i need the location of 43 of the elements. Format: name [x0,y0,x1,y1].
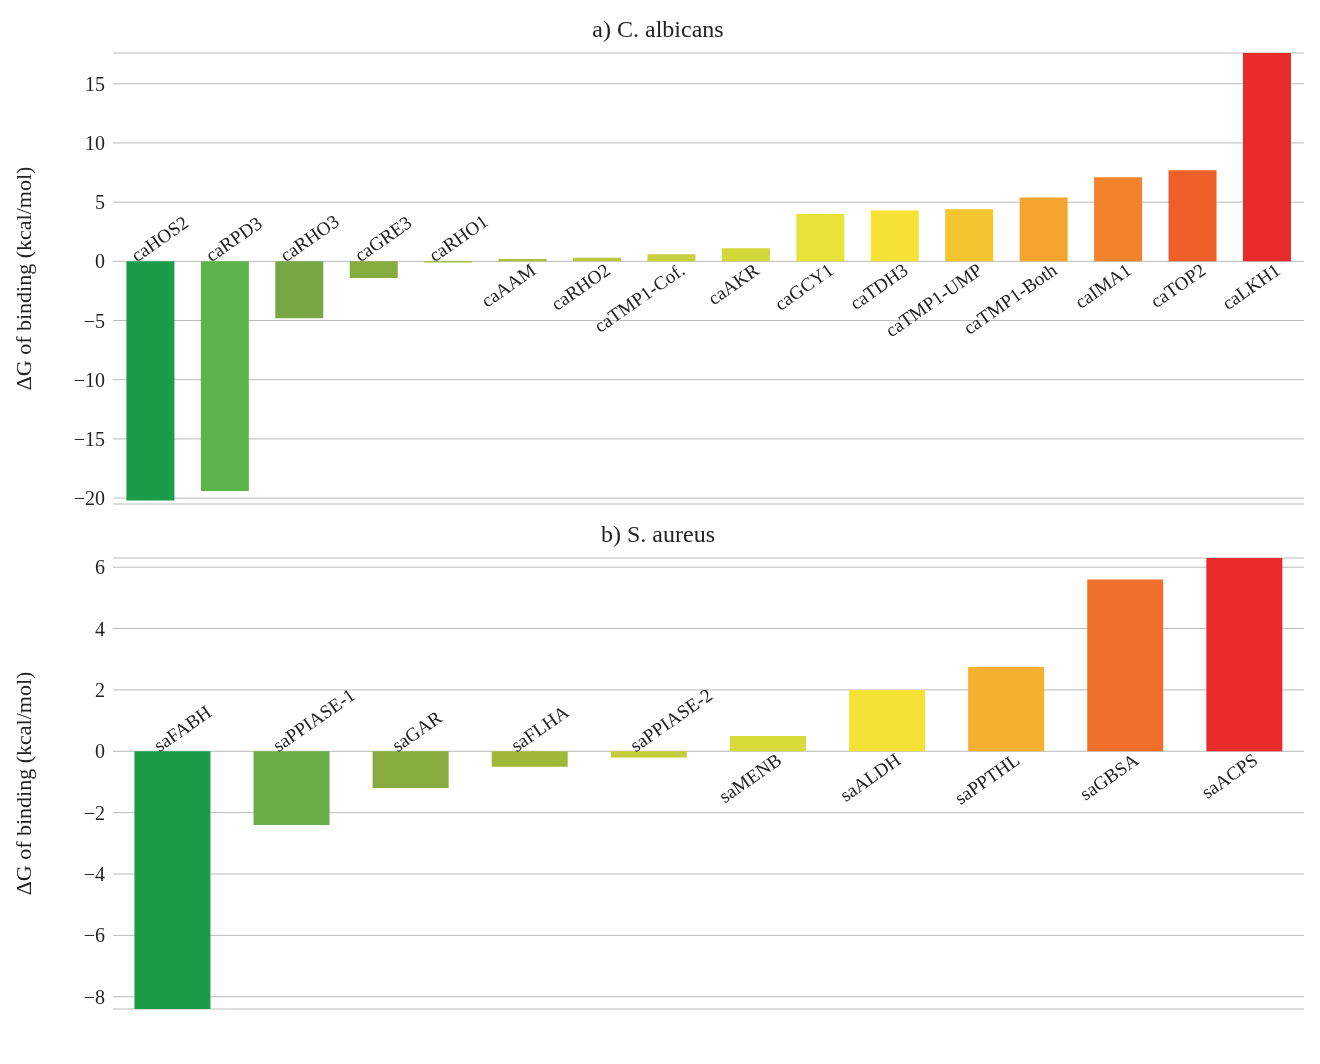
chart-title: a) C. albicans [591,16,725,43]
y-tick-label: −2 [83,801,105,824]
y-tick-label: 15 [85,72,105,95]
y-tick-label: −20 [73,487,105,510]
y-axis-title: ΔG of binding (kcal/mol) [10,671,36,896]
bar [729,735,806,752]
y-tick-label: 0 [95,740,105,763]
bar [126,261,175,501]
y-tick-label: −10 [73,368,105,391]
y-tick-label: −15 [73,428,105,450]
bar [372,751,449,789]
bar [491,751,568,767]
chart-title: b) S. aureus [600,521,716,548]
bar [1242,53,1291,262]
bar [1168,170,1217,262]
y-tick-label: 6 [95,556,105,579]
bar [796,213,845,262]
bar [945,209,994,262]
bar [849,689,926,752]
bar [253,751,330,825]
y-tick-label: −4 [83,863,105,886]
bar [721,248,770,262]
bar [349,261,398,278]
bar [1206,558,1283,752]
bar [1094,177,1143,262]
bar [870,210,919,262]
bar [275,261,324,319]
y-tick-label: −5 [83,309,105,332]
bar [1019,197,1068,262]
bar [1087,579,1164,752]
y-tick-label: −8 [83,985,105,1008]
bar [200,261,249,491]
y-tick-label: 0 [95,250,105,273]
bar [968,666,1045,752]
y-tick-label: 10 [85,132,105,155]
bar [134,751,211,1009]
y-tick-label: 4 [95,617,105,640]
y-axis-title: ΔG of binding (kcal/mol) [10,166,36,391]
bar [647,254,696,262]
y-tick-label: −6 [83,924,105,947]
bar [610,751,687,758]
y-tick-label: 5 [95,191,105,214]
y-tick-label: 2 [95,679,105,702]
